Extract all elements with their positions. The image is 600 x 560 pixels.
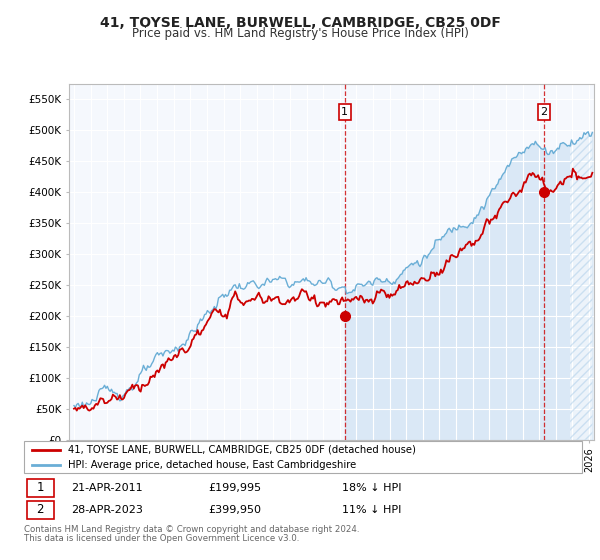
Text: 28-APR-2023: 28-APR-2023 [71,505,143,515]
Text: Price paid vs. HM Land Registry's House Price Index (HPI): Price paid vs. HM Land Registry's House … [131,27,469,40]
Text: 41, TOYSE LANE, BURWELL, CAMBRIDGE, CB25 0DF: 41, TOYSE LANE, BURWELL, CAMBRIDGE, CB25… [100,16,500,30]
Text: Contains HM Land Registry data © Crown copyright and database right 2024.: Contains HM Land Registry data © Crown c… [24,525,359,534]
Text: 11% ↓ HPI: 11% ↓ HPI [342,505,401,515]
Text: 21-APR-2011: 21-APR-2011 [71,483,143,493]
FancyBboxPatch shape [24,441,582,473]
Text: 2: 2 [37,503,44,516]
Text: £199,995: £199,995 [208,483,261,493]
FancyBboxPatch shape [27,479,53,497]
Text: HPI: Average price, detached house, East Cambridgeshire: HPI: Average price, detached house, East… [68,460,356,470]
Text: 41, TOYSE LANE, BURWELL, CAMBRIDGE, CB25 0DF (detached house): 41, TOYSE LANE, BURWELL, CAMBRIDGE, CB25… [68,445,415,455]
Text: £399,950: £399,950 [208,505,261,515]
Text: 2: 2 [541,107,548,117]
Text: This data is licensed under the Open Government Licence v3.0.: This data is licensed under the Open Gov… [24,534,299,543]
Text: 1: 1 [37,482,44,494]
Text: 1: 1 [341,107,348,117]
Text: 18% ↓ HPI: 18% ↓ HPI [342,483,401,493]
FancyBboxPatch shape [27,501,53,519]
